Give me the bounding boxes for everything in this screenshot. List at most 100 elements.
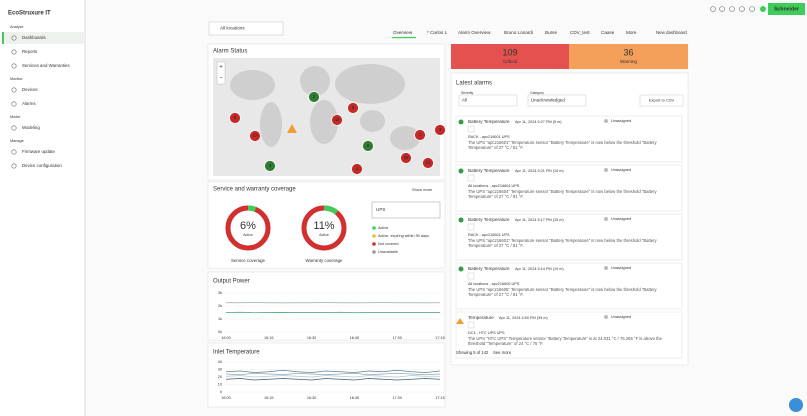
see-more[interactable]: See more: [493, 350, 512, 355]
alarm-name: Temperature: [468, 315, 494, 320]
landmass: [360, 110, 385, 132]
donut-label: Warranty coverage: [306, 258, 343, 263]
landmass: [310, 100, 338, 144]
nav-item[interactable]: Modeling: [22, 125, 40, 130]
map-marker[interactable]: [351, 163, 363, 175]
x-tick-label: 17:15: [435, 336, 445, 340]
alarm-card[interactable]: [455, 311, 683, 359]
landmass: [335, 64, 405, 104]
status-icon: [760, 6, 766, 12]
alarm-card[interactable]: [455, 213, 683, 261]
map-marker[interactable]: [422, 157, 434, 169]
marker-count: 8: [367, 143, 370, 148]
tab[interactable]: Burse: [545, 30, 557, 35]
tab[interactable]: More: [626, 30, 637, 35]
nav-item[interactable]: Alarms: [22, 101, 36, 106]
marker-count: 30: [404, 155, 409, 160]
show-more[interactable]: Show more: [412, 187, 433, 192]
map-marker[interactable]: [249, 130, 261, 142]
x-tick-label: 17:00: [392, 336, 402, 340]
y-tick-label: 20: [218, 375, 222, 379]
toolbar-icon[interactable]: [729, 6, 735, 12]
critical-count: 109: [502, 47, 517, 57]
map-marker[interactable]: [331, 114, 343, 126]
alarm-card[interactable]: [455, 164, 683, 212]
description-text: The UPS "apc216604" Temperature sensor "…: [468, 189, 657, 200]
status-dot: [604, 315, 608, 319]
marker-count: 2: [269, 163, 272, 168]
warning-box: [569, 44, 688, 69]
zoom-in[interactable]: +: [219, 65, 223, 71]
severity-value: All: [462, 98, 467, 103]
x-tick-label: 17:15: [435, 396, 445, 400]
x-tick-label: 16:30: [307, 336, 317, 340]
map-marker[interactable]: [264, 160, 276, 172]
nav-icon: [11, 101, 17, 107]
help-button[interactable]: [789, 398, 803, 412]
nav-item[interactable]: Firmware update: [22, 149, 56, 154]
map-marker[interactable]: [362, 140, 374, 152]
map-marker[interactable]: [308, 91, 320, 103]
alarm-name: Battery Temperature: [468, 217, 510, 222]
tab[interactable]: Bruno Lonardi: [504, 30, 533, 35]
nav-icon: [11, 87, 17, 93]
logo: EcoStruxure IT: [8, 11, 51, 17]
map-marker[interactable]: [434, 124, 446, 136]
tab[interactable]: CDV_test: [570, 30, 590, 35]
panel-title: Service and warranty coverage: [213, 187, 296, 193]
alarm-name: Battery Temperature: [468, 266, 510, 271]
series-line: [225, 378, 441, 381]
critical-box: [451, 44, 569, 69]
donut-arc: [225, 205, 271, 251]
alarm-card[interactable]: [455, 262, 683, 310]
location-select[interactable]: [208, 21, 284, 36]
x-tick-label: 16:00: [221, 396, 231, 400]
category-select[interactable]: [527, 94, 587, 107]
alarm-description: The UPS "HTC UPS" Temperature sensor "Ba…: [468, 336, 662, 346]
map-marker[interactable]: [347, 102, 359, 114]
alarm-time: Apr 11, 2024 5:14 PM (19 m): [515, 267, 564, 271]
nav-item[interactable]: Reports: [22, 49, 38, 54]
active-item: [2, 32, 84, 44]
status-dot: [604, 119, 608, 123]
panel-title: Inlet Temperature: [213, 350, 260, 356]
active-bar: [2, 32, 4, 44]
ok-icon: [458, 168, 464, 174]
toolbar-icon[interactable]: [710, 6, 716, 12]
nav-item[interactable]: Device configuration: [22, 163, 62, 168]
section-title: Model: [10, 115, 20, 119]
landmass: [230, 70, 275, 100]
new-dashboard[interactable]: New dashboard: [656, 30, 687, 35]
export-button[interactable]: [639, 94, 684, 107]
nav-item[interactable]: Dashboards: [22, 35, 46, 40]
map-marker[interactable]: [414, 129, 426, 141]
toolbar-icon[interactable]: [739, 6, 745, 12]
nav-item[interactable]: Services and Warranties: [22, 63, 70, 68]
alarm-description: The UPS "apc216601" Temperature sensor "…: [468, 238, 657, 248]
map-marker[interactable]: [400, 152, 412, 164]
toolbar-icon[interactable]: [749, 6, 755, 12]
tag-icon: [467, 321, 475, 329]
panel-title: Output Power: [213, 279, 250, 285]
toolbar-icon[interactable]: [719, 6, 725, 12]
tab[interactable]: Caase: [601, 30, 615, 35]
y-tick-label: 3k: [218, 291, 222, 295]
alarm-card[interactable]: [455, 115, 683, 163]
nav-item[interactable]: Devices: [22, 87, 38, 92]
donut-sub: Active: [319, 233, 329, 237]
alarm-time: Apr 11, 2024 5:21 PM (10 m): [515, 169, 564, 173]
alarm-status: Unassigned: [611, 315, 631, 319]
tab[interactable]: * Carlos L: [427, 30, 448, 35]
device-select[interactable]: [371, 201, 441, 219]
tab[interactable]: Alarm Overview: [458, 30, 491, 35]
alarm-source: All locations - apc216604 UPS: [468, 184, 520, 188]
warning-marker: [287, 124, 297, 133]
tab[interactable]: Overview: [393, 30, 413, 35]
legend-label: Unavailable: [378, 250, 398, 254]
status-dot: [604, 168, 608, 172]
severity-select[interactable]: [458, 94, 518, 107]
category-value: Unacknowledged: [531, 98, 565, 103]
zoom-out[interactable]: −: [219, 76, 223, 82]
map-marker[interactable]: [229, 112, 241, 124]
